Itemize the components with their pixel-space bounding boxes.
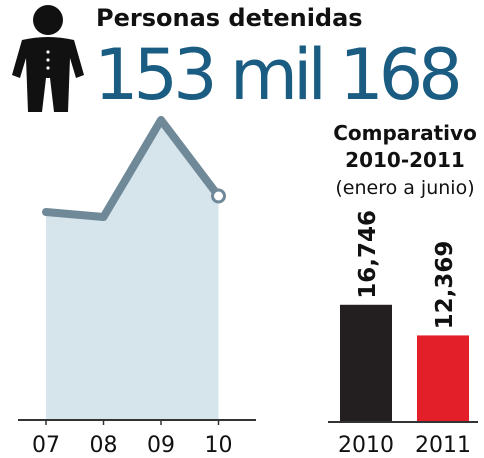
x-tick-label: 2010 xyxy=(338,433,394,458)
subtitle: (enero a junio) xyxy=(335,177,474,199)
person-icon xyxy=(12,5,84,112)
value-label: 12,369 xyxy=(432,241,458,330)
end-marker xyxy=(211,188,226,204)
area xyxy=(46,120,219,420)
x-tick-label: 07 xyxy=(32,433,60,458)
x-tick-label: 2011 xyxy=(415,433,471,458)
x-tick-label: 09 xyxy=(147,433,175,458)
bar xyxy=(417,335,469,422)
chart-title: Comparativo xyxy=(333,121,477,145)
bar xyxy=(340,304,392,422)
line xyxy=(42,116,223,221)
chart-title: 2010-2011 xyxy=(345,148,465,172)
total: 153 mil 168 xyxy=(94,34,458,116)
title: Personas detenidas xyxy=(96,4,363,32)
x-tick-label: 08 xyxy=(90,433,118,458)
value-label: 16,746 xyxy=(355,210,381,299)
x-tick-label: 10 xyxy=(205,433,233,458)
